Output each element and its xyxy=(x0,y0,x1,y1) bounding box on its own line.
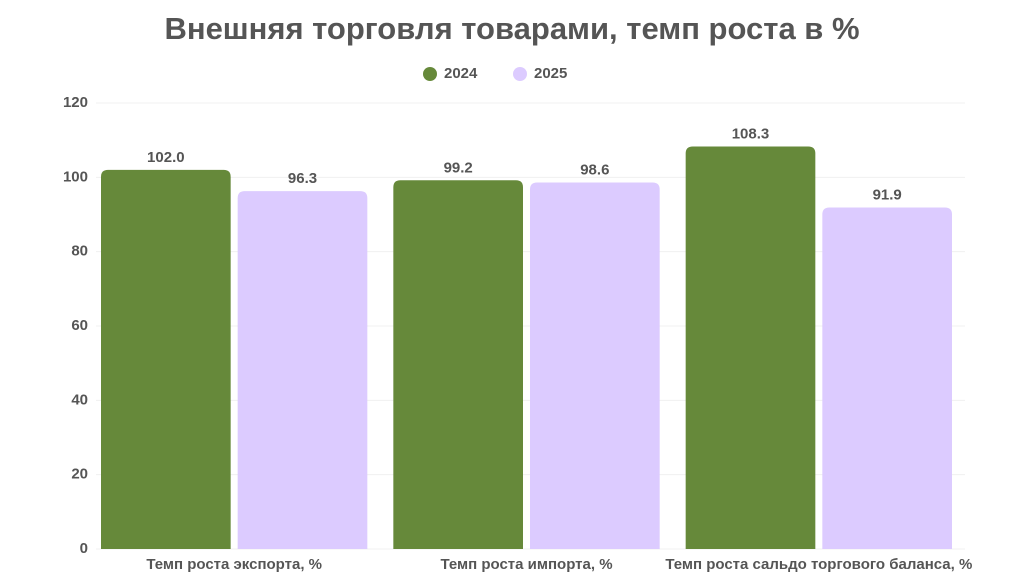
y-tick-label: 60 xyxy=(71,317,88,334)
y-tick-label: 100 xyxy=(63,168,88,185)
value-label: 96.3 xyxy=(288,170,317,187)
legend-swatch xyxy=(513,67,527,81)
bar xyxy=(822,207,952,549)
x-tick-label: Темп роста экспорта, % xyxy=(146,556,322,573)
x-tick-label: Темп роста импорта, % xyxy=(440,556,612,573)
y-tick-label: 40 xyxy=(71,391,88,408)
bar xyxy=(685,146,816,550)
legend-label: 2025 xyxy=(534,65,567,82)
value-label: 102.0 xyxy=(147,149,185,166)
x-tick-label: Темп роста сальдо торгового баланса, % xyxy=(665,556,972,573)
value-label: 99.2 xyxy=(444,159,473,176)
chart-title: Внешняя торговля товарами, темп роста в … xyxy=(164,11,859,46)
y-tick-label: 20 xyxy=(71,466,88,483)
y-tick-label: 120 xyxy=(63,94,88,111)
bar xyxy=(393,180,523,549)
value-label: 91.9 xyxy=(873,186,902,203)
value-label: 98.6 xyxy=(580,162,609,179)
legend-swatch xyxy=(423,67,437,81)
legend-label: 2024 xyxy=(444,65,478,82)
bar xyxy=(237,191,368,549)
value-label: 108.3 xyxy=(732,125,770,142)
bar xyxy=(101,169,231,549)
bar xyxy=(530,182,660,549)
y-tick-label: 0 xyxy=(80,540,88,557)
y-tick-label: 80 xyxy=(71,243,88,260)
